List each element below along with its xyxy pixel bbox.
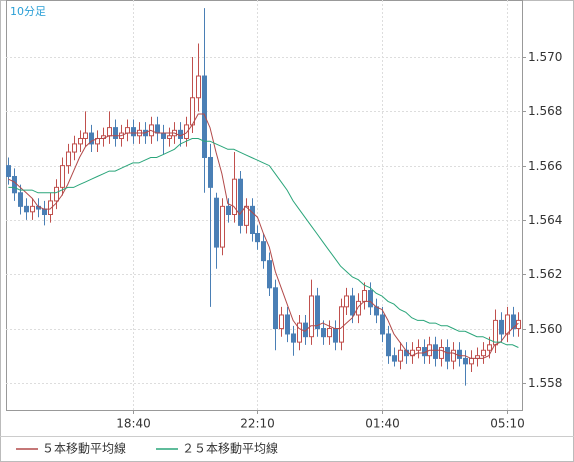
candle-body xyxy=(279,314,284,330)
candle-body xyxy=(362,290,367,302)
plot-area xyxy=(6,0,523,411)
candle-body xyxy=(202,75,207,158)
candle-body xyxy=(250,205,255,235)
candle-body xyxy=(315,295,320,330)
y-tick-label: 1.564 xyxy=(528,213,562,227)
y-tick-label: 1.568 xyxy=(528,104,562,118)
candle-body xyxy=(297,322,302,343)
candle-body xyxy=(309,295,314,338)
x-tick-label: 01:40 xyxy=(365,417,400,431)
candle-body xyxy=(113,127,118,139)
candle-body xyxy=(505,314,510,335)
chart-title: 10分足 xyxy=(10,5,46,18)
candle-body xyxy=(66,151,71,167)
y-tick-label: 1.562 xyxy=(528,267,562,281)
candle-body xyxy=(291,333,296,343)
candle-body xyxy=(303,322,308,338)
candle-body xyxy=(339,306,344,343)
candle-body xyxy=(386,333,391,357)
x-tick-label: 22:10 xyxy=(240,417,275,431)
candle-body xyxy=(208,156,213,188)
candle-body xyxy=(131,127,136,137)
y-tick-label: 1.558 xyxy=(528,376,562,390)
candle-body xyxy=(12,175,17,194)
candle-body xyxy=(451,349,456,362)
candle-body xyxy=(226,205,231,216)
candle-body xyxy=(463,357,468,365)
candle-body xyxy=(155,124,160,134)
candle-body xyxy=(433,344,438,359)
candle-body xyxy=(327,328,332,338)
moving-average-line xyxy=(8,138,519,348)
candle-body xyxy=(416,347,421,351)
y-tick-label: 1.570 xyxy=(528,50,562,64)
candle-body xyxy=(285,314,290,335)
candle-body xyxy=(368,290,373,308)
candle-body xyxy=(356,300,361,316)
candle-body xyxy=(439,347,444,359)
candle-body xyxy=(267,260,272,289)
candle-body xyxy=(261,241,266,262)
x-tick-label: 05:10 xyxy=(490,417,525,431)
candle-body xyxy=(83,132,88,139)
candle-body xyxy=(220,205,225,248)
candle-body xyxy=(72,143,77,153)
candle-body xyxy=(321,328,326,338)
candle-body xyxy=(214,197,219,248)
y-tick-label: 1.566 xyxy=(528,159,562,173)
candle-body xyxy=(487,344,492,351)
candle-body xyxy=(350,295,355,316)
legend-label: ２５本移動平均線 xyxy=(182,441,278,456)
candle-body xyxy=(238,178,243,226)
candle-body xyxy=(255,233,260,243)
candle-body xyxy=(457,349,462,359)
candle-body xyxy=(30,205,35,213)
candle-body xyxy=(244,205,249,226)
candle-body xyxy=(398,349,403,362)
candle-body xyxy=(445,347,450,362)
candle-body xyxy=(78,137,83,145)
legend-label: ５本移動平均線 xyxy=(42,441,126,456)
candle-body xyxy=(273,287,278,330)
moving-average-line xyxy=(8,113,519,359)
candle-body xyxy=(184,124,189,139)
candle-body xyxy=(24,205,29,213)
candle-body xyxy=(107,127,112,137)
candle-body xyxy=(196,75,201,99)
candle-body xyxy=(344,295,349,308)
candle-body xyxy=(6,165,11,177)
candle-body xyxy=(232,178,237,216)
candle-body xyxy=(469,357,474,365)
candle-body xyxy=(48,200,53,216)
candle-body xyxy=(42,208,47,216)
candle-body xyxy=(167,135,172,139)
candle-body xyxy=(18,192,23,207)
candle-body xyxy=(511,314,516,330)
candle-body xyxy=(125,127,130,134)
candle-body xyxy=(481,349,486,357)
candle-body xyxy=(333,328,338,343)
y-tick-label: 1.560 xyxy=(528,322,562,336)
candle-body xyxy=(499,319,504,335)
candle-body xyxy=(493,319,498,346)
candle-body xyxy=(60,165,65,188)
candle-body xyxy=(54,186,59,202)
candle-body xyxy=(89,132,94,145)
candle-body xyxy=(178,129,183,139)
x-tick-label: 18:40 xyxy=(116,417,151,431)
candle-body xyxy=(392,355,397,362)
candle-body xyxy=(161,132,166,139)
candle-body xyxy=(380,314,385,335)
